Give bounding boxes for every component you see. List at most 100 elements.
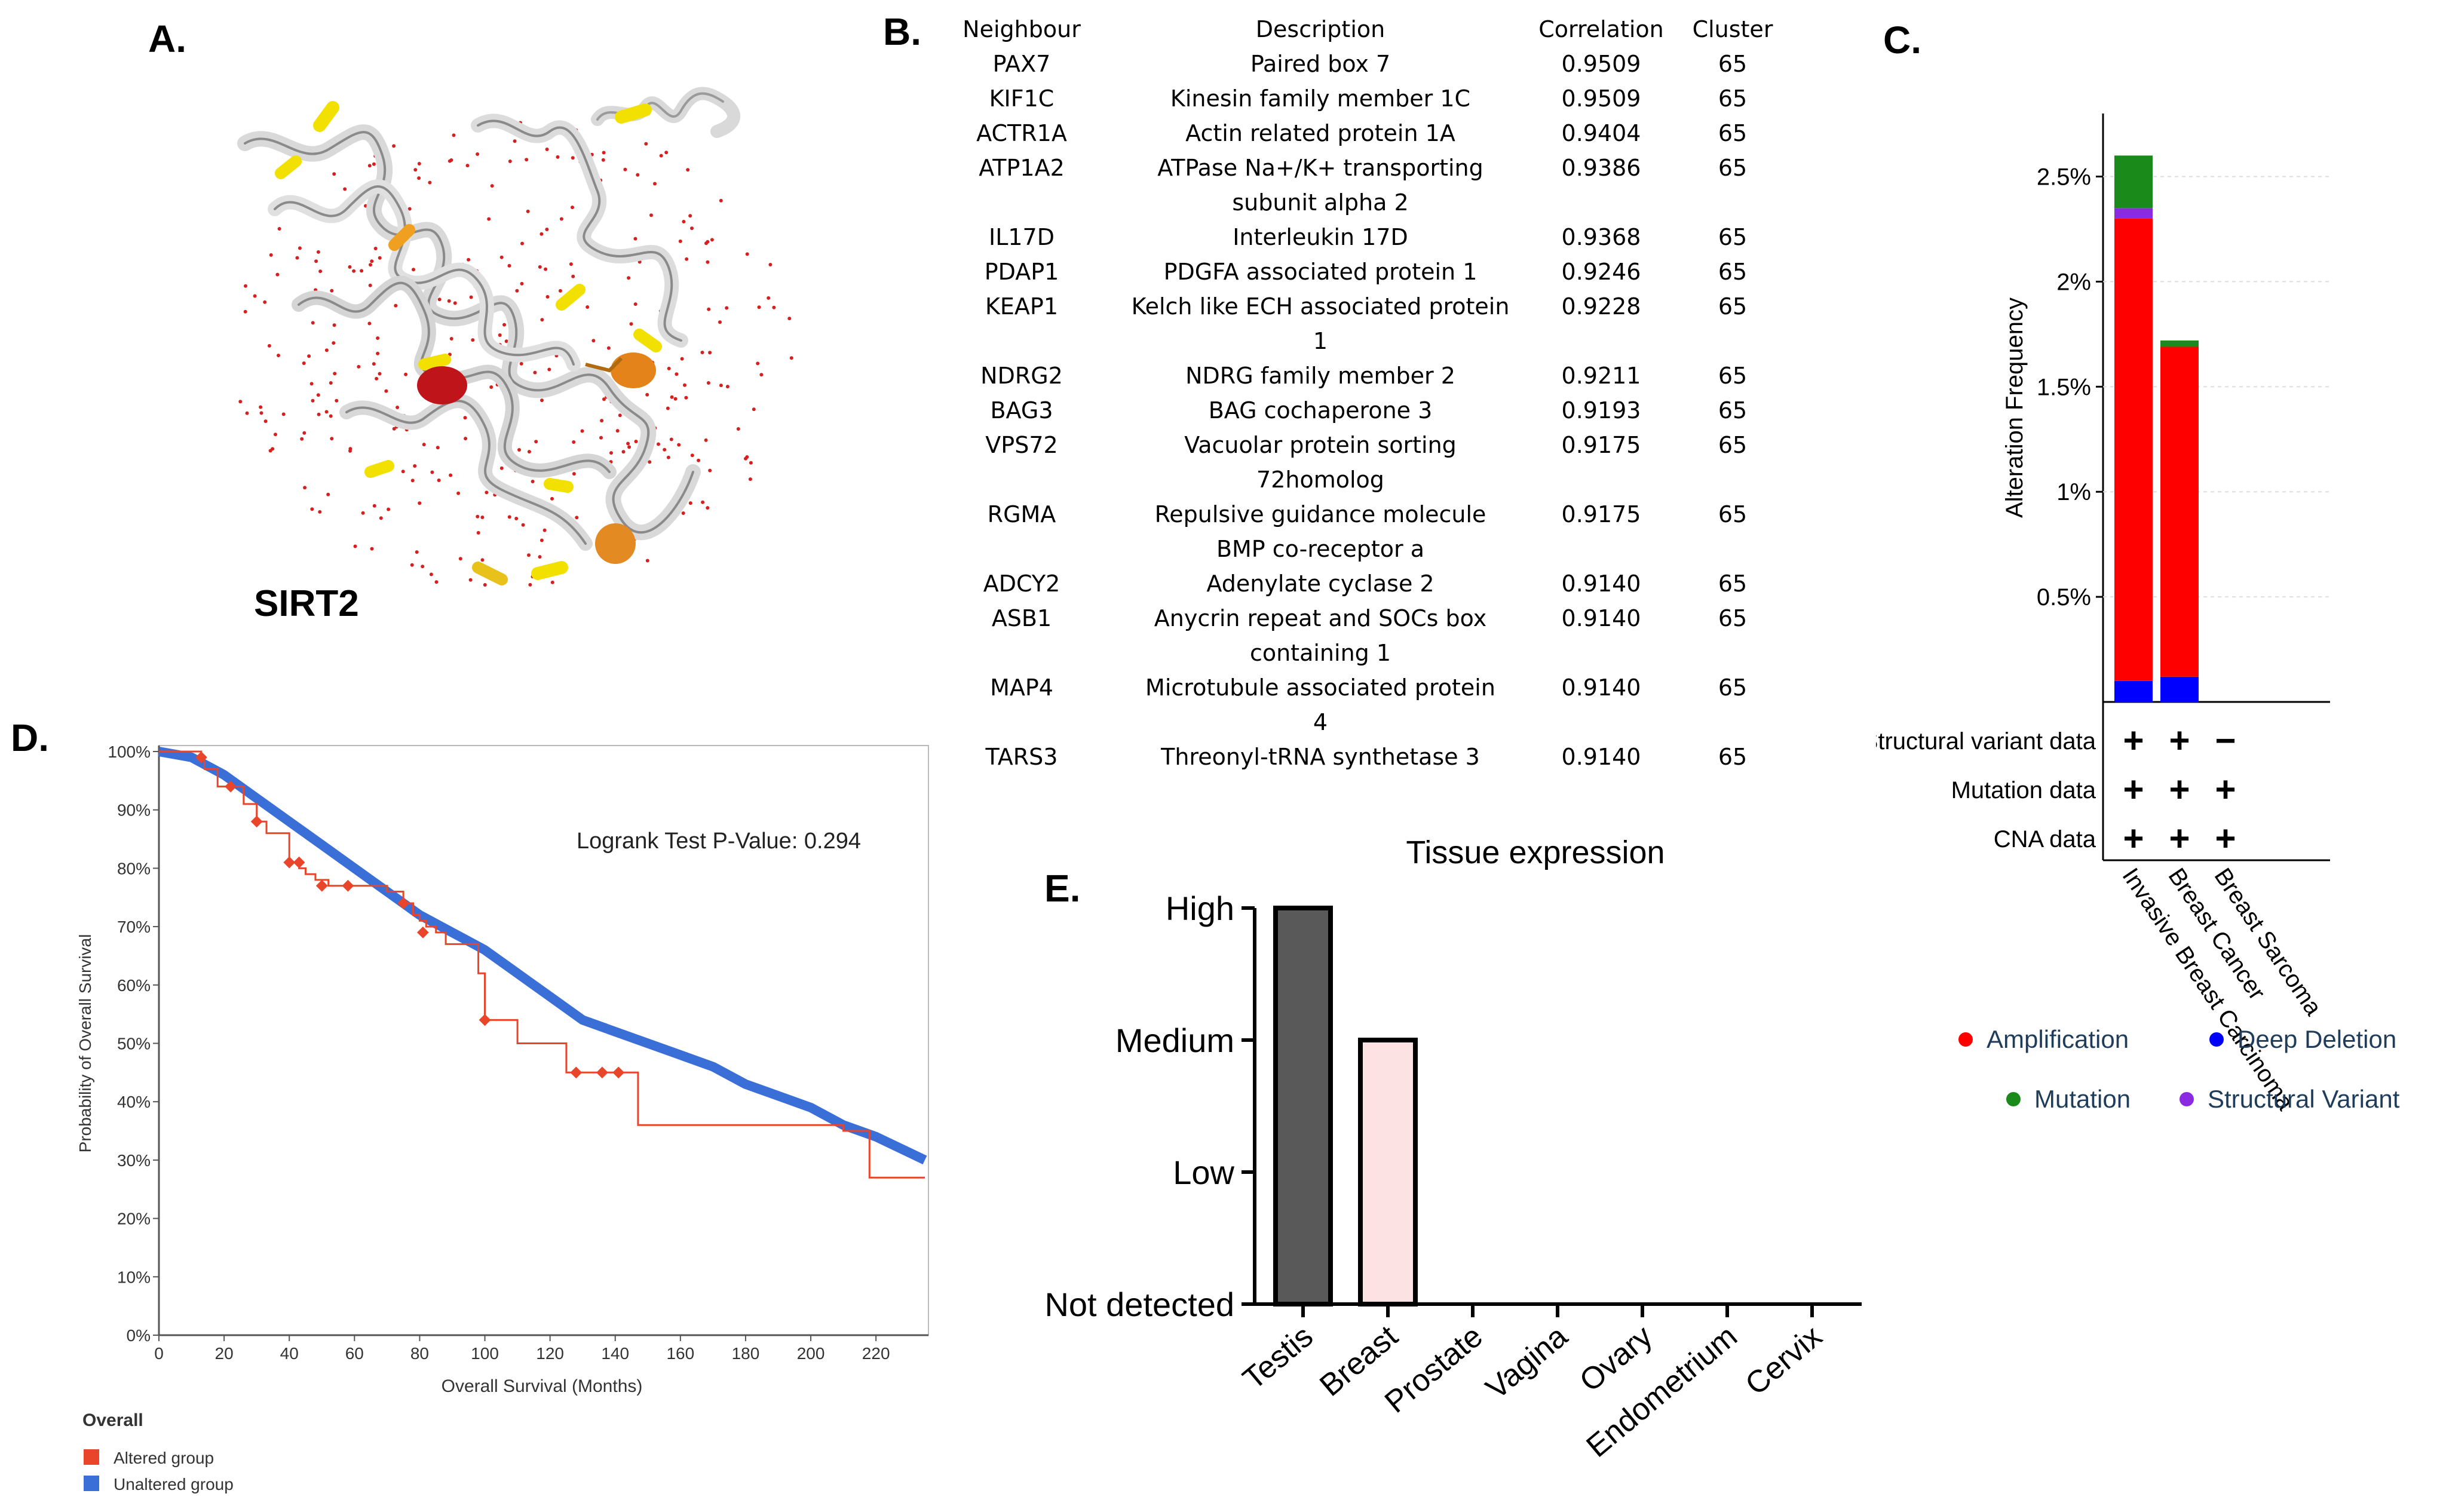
- data-row-mark: −: [2215, 720, 2236, 760]
- x-tick-label: 180: [732, 1344, 760, 1363]
- bar-deep-deletion: [2114, 680, 2153, 702]
- series-unaltered: [158, 747, 927, 1165]
- y-tick-label: 80%: [117, 859, 151, 878]
- censor-mark: [612, 1066, 625, 1079]
- cell-correlation: 0.9368: [1561, 224, 1641, 250]
- panel-label-c: C.: [1883, 19, 1921, 62]
- x-tick-label: Endometrium: [1580, 1319, 1744, 1464]
- y-tick-label: 70%: [117, 918, 151, 936]
- survival-chart: 0% 10% 20% 30% 40% 50% 60% 70% 80% 90% 100% 0 20 40 60…: [76, 743, 929, 1493]
- active-site-orange-lower: [595, 523, 636, 564]
- censor-mark: [250, 815, 263, 828]
- cell-cluster: 65: [1718, 85, 1748, 112]
- data-row-label: CNA data: [1994, 826, 2096, 852]
- cell-description-cont: 72homolog: [1256, 467, 1384, 493]
- cell-description: Repulsive guidance molecule: [1154, 501, 1486, 527]
- alteration-frequency-chart: 0.5%1%1.5%2%2.5%Alteration FrequencyInva…: [1876, 114, 2400, 1115]
- cell-neighbour: PDAP1: [984, 259, 1059, 285]
- chart-title: Tissue expression: [1406, 835, 1665, 870]
- bar-structural-variant: [2114, 208, 2153, 219]
- x-tick-label: Cervix: [1739, 1319, 1829, 1402]
- cell-correlation: 0.9140: [1561, 674, 1641, 701]
- cell-correlation: 0.9228: [1561, 293, 1641, 320]
- x-tick-label: Prostate: [1378, 1319, 1489, 1420]
- data-row-mark: +: [2215, 769, 2236, 809]
- cell-description-cont: 4: [1313, 709, 1328, 735]
- censor-mark: [283, 856, 296, 869]
- cell-description: Threonyl-tRNA synthetase 3: [1161, 744, 1480, 770]
- x-axis-label: Overall Survival (Months): [442, 1376, 643, 1396]
- x-tick-label: 100: [471, 1344, 499, 1363]
- cell-neighbour: VPS72: [985, 432, 1058, 458]
- header-correlation: Correlation: [1538, 16, 1664, 42]
- cell-correlation: 0.9175: [1561, 501, 1641, 527]
- data-row-label: Structural variant data: [1876, 728, 2096, 755]
- data-row-mark: +: [2123, 720, 2144, 760]
- cell-cluster: 65: [1718, 259, 1748, 285]
- legend-label: Mutation: [2034, 1085, 2131, 1113]
- cell-description: Kelch like ECH associated protein: [1131, 293, 1510, 320]
- cell-cluster: 65: [1718, 363, 1748, 389]
- legend-label: Amplification: [1987, 1025, 2129, 1053]
- cell-neighbour: MAP4: [990, 674, 1053, 701]
- cell-neighbour: TARS3: [985, 744, 1058, 770]
- y-tick-label: 50%: [117, 1035, 151, 1053]
- cell-description: Interleukin 17D: [1233, 224, 1408, 250]
- y-tick-label: 0%: [127, 1326, 151, 1345]
- y-tick-label: High: [1166, 890, 1234, 927]
- cell-description: Vacuolar protein sorting: [1184, 432, 1457, 458]
- y-tick-label: 100%: [108, 743, 151, 761]
- tissue-expression-chart: Tissue expression Not detected Low Medium Hi…: [1044, 835, 1862, 1464]
- y-tick-label: 20%: [117, 1210, 151, 1228]
- y-tick-label: Low: [1173, 1154, 1234, 1191]
- y-tick-label: 30%: [117, 1151, 151, 1170]
- y-tick-label: 1%: [2056, 479, 2091, 505]
- cell-neighbour: ACTR1A: [976, 120, 1067, 146]
- legend-swatch-altered: [84, 1449, 99, 1465]
- cell-correlation: 0.9193: [1561, 397, 1641, 424]
- x-tick-label: 60: [345, 1344, 364, 1363]
- x-tick-label: 140: [601, 1344, 629, 1363]
- legend-marker: [2180, 1092, 2194, 1106]
- bar-amplification: [2114, 218, 2153, 681]
- cell-description-cont: 1: [1313, 328, 1328, 354]
- data-row-mark: +: [2215, 818, 2236, 858]
- bar-testis: [1273, 906, 1333, 1306]
- x-tick-label: 80: [410, 1344, 429, 1363]
- x-tick-label: Vagina: [1479, 1319, 1574, 1406]
- bar-mutation: [2114, 155, 2153, 208]
- protein-label: SIRT2: [254, 583, 359, 624]
- legend-marker: [2209, 1032, 2224, 1047]
- y-tick-label: 10%: [117, 1268, 151, 1286]
- data-row-label: Mutation data: [1951, 777, 2096, 803]
- censor-mark: [315, 879, 328, 892]
- cell-cluster: 65: [1718, 605, 1748, 631]
- bar-deep-deletion: [2160, 676, 2199, 702]
- cell-cluster: 65: [1718, 51, 1748, 77]
- cell-description-cont: containing 1: [1249, 640, 1391, 666]
- legend-label: Structural Variant: [2208, 1085, 2400, 1113]
- x-tick-label: 160: [666, 1344, 694, 1363]
- x-tick-label: 0: [154, 1344, 164, 1363]
- y-tick-label: 2%: [2056, 269, 2091, 295]
- censor-mark: [342, 879, 354, 892]
- cell-correlation: 0.9246: [1561, 259, 1641, 285]
- legend-label: Altered group: [114, 1449, 214, 1467]
- cell-cluster: 65: [1718, 293, 1748, 320]
- cell-correlation: 0.9140: [1561, 744, 1641, 770]
- x-tick-label: 20: [215, 1344, 234, 1363]
- cell-neighbour: PAX7: [992, 51, 1051, 77]
- protein-ribbons: [237, 87, 741, 585]
- protein-structure: [237, 87, 793, 587]
- cell-neighbour: KEAP1: [985, 293, 1058, 320]
- cell-correlation: 0.9175: [1561, 432, 1641, 458]
- header-cluster: Cluster: [1692, 16, 1773, 42]
- cell-cluster: 65: [1718, 571, 1748, 597]
- legend-label: Deep Deletion: [2237, 1025, 2396, 1053]
- x-tick-label: 40: [280, 1344, 299, 1363]
- active-site-orange: [611, 352, 656, 388]
- cell-cluster: 65: [1718, 155, 1748, 181]
- data-row-mark: +: [2123, 769, 2144, 809]
- y-tick-label: 0.5%: [2037, 584, 2091, 611]
- data-row-mark: +: [2123, 818, 2144, 858]
